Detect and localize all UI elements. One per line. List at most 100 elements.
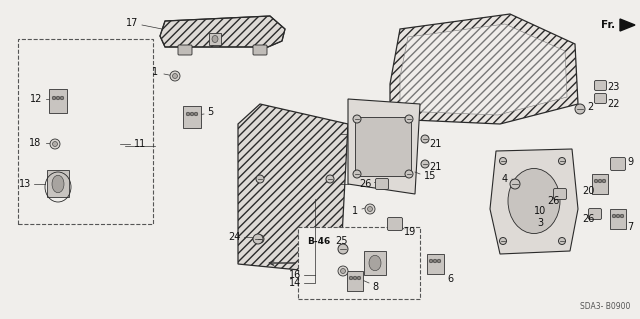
FancyBboxPatch shape bbox=[376, 179, 388, 189]
Text: 8: 8 bbox=[372, 282, 378, 292]
FancyBboxPatch shape bbox=[387, 218, 403, 231]
Circle shape bbox=[256, 235, 264, 243]
Polygon shape bbox=[390, 14, 578, 124]
Circle shape bbox=[50, 139, 60, 149]
Text: 15: 15 bbox=[424, 171, 436, 181]
Text: 22: 22 bbox=[607, 99, 620, 109]
Text: SDA3- B0900: SDA3- B0900 bbox=[580, 302, 630, 311]
Circle shape bbox=[499, 238, 506, 244]
Circle shape bbox=[598, 179, 602, 183]
Circle shape bbox=[421, 135, 429, 143]
Circle shape bbox=[405, 115, 413, 123]
Circle shape bbox=[60, 96, 64, 100]
Circle shape bbox=[367, 206, 372, 211]
Circle shape bbox=[338, 244, 348, 254]
Polygon shape bbox=[348, 99, 420, 194]
Text: 9: 9 bbox=[627, 157, 633, 167]
FancyBboxPatch shape bbox=[427, 254, 444, 274]
FancyBboxPatch shape bbox=[253, 45, 267, 55]
FancyBboxPatch shape bbox=[183, 106, 201, 128]
Circle shape bbox=[559, 238, 566, 244]
Circle shape bbox=[510, 179, 520, 189]
Circle shape bbox=[575, 104, 585, 114]
FancyBboxPatch shape bbox=[209, 33, 221, 45]
FancyBboxPatch shape bbox=[554, 189, 566, 199]
Text: 17: 17 bbox=[126, 18, 138, 28]
Text: 10: 10 bbox=[534, 206, 546, 216]
Circle shape bbox=[594, 179, 598, 183]
Text: B-46: B-46 bbox=[307, 236, 330, 246]
Circle shape bbox=[499, 158, 506, 165]
Text: 13: 13 bbox=[19, 179, 31, 189]
FancyBboxPatch shape bbox=[355, 117, 411, 176]
Text: 1: 1 bbox=[152, 67, 158, 77]
Circle shape bbox=[353, 276, 357, 280]
Circle shape bbox=[186, 112, 190, 116]
Polygon shape bbox=[238, 104, 348, 274]
FancyBboxPatch shape bbox=[589, 209, 602, 219]
Circle shape bbox=[340, 269, 346, 273]
Text: 11: 11 bbox=[134, 139, 146, 149]
Ellipse shape bbox=[369, 255, 381, 271]
Circle shape bbox=[620, 214, 624, 218]
Text: 2: 2 bbox=[587, 102, 593, 112]
Circle shape bbox=[421, 160, 429, 168]
Circle shape bbox=[52, 96, 56, 100]
Text: 14: 14 bbox=[289, 278, 301, 288]
Text: 21: 21 bbox=[429, 139, 441, 149]
Circle shape bbox=[170, 71, 180, 81]
Circle shape bbox=[357, 276, 361, 280]
Circle shape bbox=[349, 276, 353, 280]
Text: 16: 16 bbox=[289, 270, 301, 280]
Circle shape bbox=[338, 266, 348, 276]
Text: 18: 18 bbox=[29, 138, 41, 148]
Circle shape bbox=[437, 259, 441, 263]
Circle shape bbox=[190, 112, 194, 116]
Polygon shape bbox=[620, 19, 635, 31]
Text: 26: 26 bbox=[547, 196, 559, 206]
Circle shape bbox=[602, 179, 606, 183]
Circle shape bbox=[256, 175, 264, 183]
FancyBboxPatch shape bbox=[595, 80, 607, 91]
Text: 5: 5 bbox=[207, 107, 213, 117]
Circle shape bbox=[253, 234, 263, 244]
FancyBboxPatch shape bbox=[592, 174, 608, 194]
FancyBboxPatch shape bbox=[611, 158, 625, 170]
FancyBboxPatch shape bbox=[47, 170, 69, 197]
Circle shape bbox=[559, 158, 566, 165]
FancyBboxPatch shape bbox=[595, 93, 607, 103]
Text: 1: 1 bbox=[352, 206, 358, 216]
Text: 4: 4 bbox=[502, 174, 508, 184]
Circle shape bbox=[194, 112, 198, 116]
Text: 3: 3 bbox=[537, 218, 543, 228]
Circle shape bbox=[616, 214, 620, 218]
Text: 24: 24 bbox=[228, 232, 240, 242]
Circle shape bbox=[429, 259, 433, 263]
FancyBboxPatch shape bbox=[364, 251, 386, 275]
Circle shape bbox=[173, 73, 177, 78]
Circle shape bbox=[612, 214, 616, 218]
FancyBboxPatch shape bbox=[610, 209, 626, 229]
FancyBboxPatch shape bbox=[298, 227, 420, 299]
Circle shape bbox=[405, 170, 413, 178]
Ellipse shape bbox=[212, 35, 218, 42]
Text: 26: 26 bbox=[359, 179, 371, 189]
Polygon shape bbox=[490, 149, 578, 254]
Ellipse shape bbox=[52, 175, 64, 193]
FancyBboxPatch shape bbox=[178, 45, 192, 55]
Text: 6: 6 bbox=[447, 274, 453, 284]
Circle shape bbox=[365, 204, 375, 214]
Text: 25: 25 bbox=[336, 236, 348, 246]
Text: 7: 7 bbox=[627, 222, 633, 232]
Text: 23: 23 bbox=[607, 82, 619, 92]
Text: 19: 19 bbox=[404, 227, 416, 237]
Circle shape bbox=[52, 142, 58, 146]
Polygon shape bbox=[160, 16, 285, 47]
Circle shape bbox=[56, 96, 60, 100]
Ellipse shape bbox=[508, 168, 560, 234]
Polygon shape bbox=[400, 24, 567, 115]
Text: 21: 21 bbox=[429, 162, 441, 172]
Text: 12: 12 bbox=[30, 94, 42, 104]
Text: 26: 26 bbox=[582, 214, 594, 224]
Text: Fr.: Fr. bbox=[601, 20, 615, 30]
